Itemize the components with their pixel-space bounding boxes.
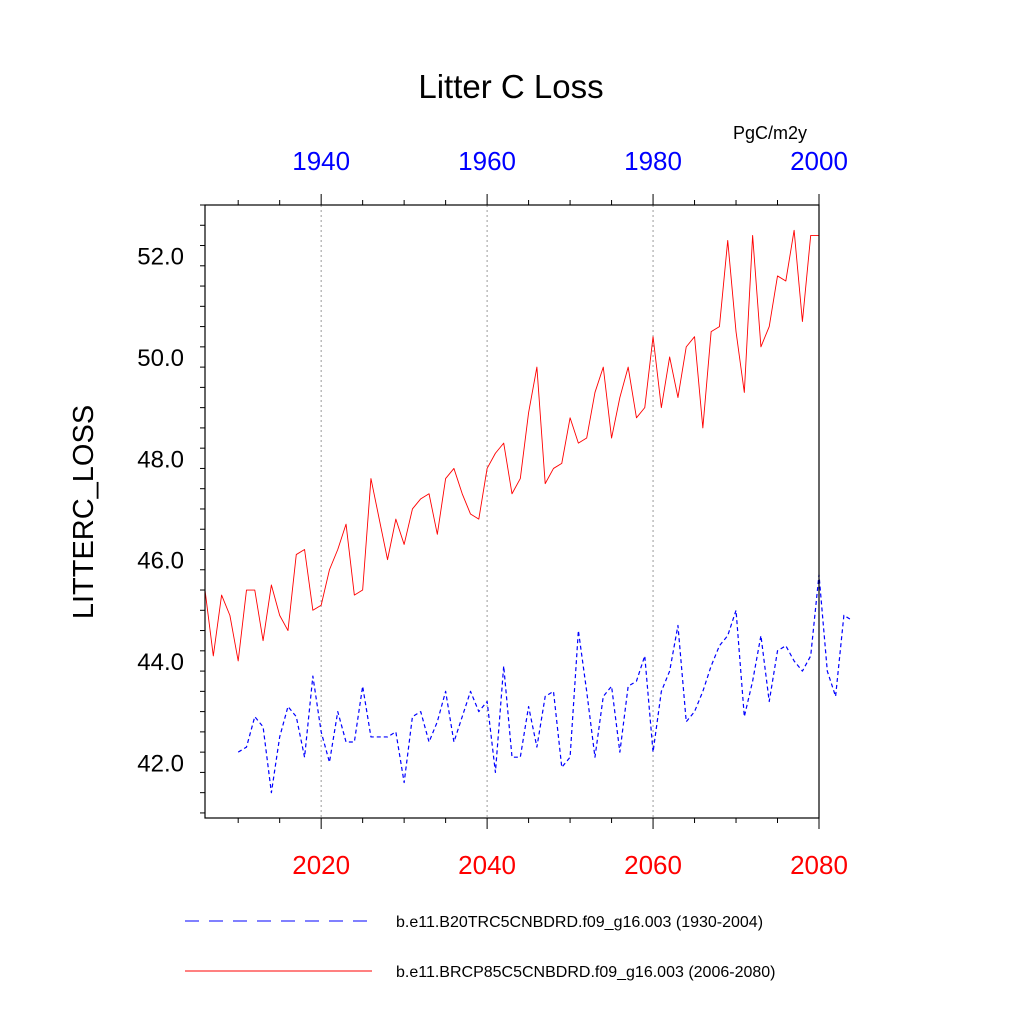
bottom-tick-label: 2080	[790, 850, 848, 880]
legend: b.e11.B20TRC5CNBDRD.f09_g16.003 (1930-20…	[185, 914, 775, 981]
units-label: PgC/m2y	[733, 123, 807, 143]
y-tick-label: 48.0	[137, 446, 184, 473]
y-tick-label: 42.0	[137, 750, 184, 777]
top-tick-label: 1960	[458, 146, 516, 176]
legend-label-1: b.e11.B20TRC5CNBDRD.f09_g16.003 (1930-20…	[396, 914, 763, 931]
bottom-tick-label: 2060	[624, 850, 682, 880]
y-axis-label: LITTERC_LOSS	[68, 405, 100, 619]
top-tick-label: 1980	[624, 146, 682, 176]
rcp85-series-line	[204, 229, 819, 662]
top-tick-label: 2000	[790, 146, 848, 176]
top-tick-label: 1940	[292, 146, 350, 176]
chart-title: Litter C Loss	[418, 68, 603, 105]
y-tick-label: 52.0	[137, 244, 184, 271]
historical-series-line	[237, 574, 853, 794]
legend-label-2: b.e11.BRCP85C5CNBDRD.f09_g16.003 (2006-2…	[396, 964, 775, 981]
y-tick-label: 46.0	[137, 548, 184, 575]
bottom-tick-label: 2020	[292, 850, 350, 880]
y-tick-label: 44.0	[137, 649, 184, 676]
plot-frame	[204, 204, 820, 819]
y-tick-label: 50.0	[137, 345, 184, 372]
grid-lines	[320, 205, 654, 818]
bottom-tick-label: 2040	[458, 850, 516, 880]
series-lines	[204, 229, 853, 794]
axes: 42.0 44.0 46.0 48.0 50.0 52.0 2020 2040 2060 2080…	[137, 146, 848, 880]
